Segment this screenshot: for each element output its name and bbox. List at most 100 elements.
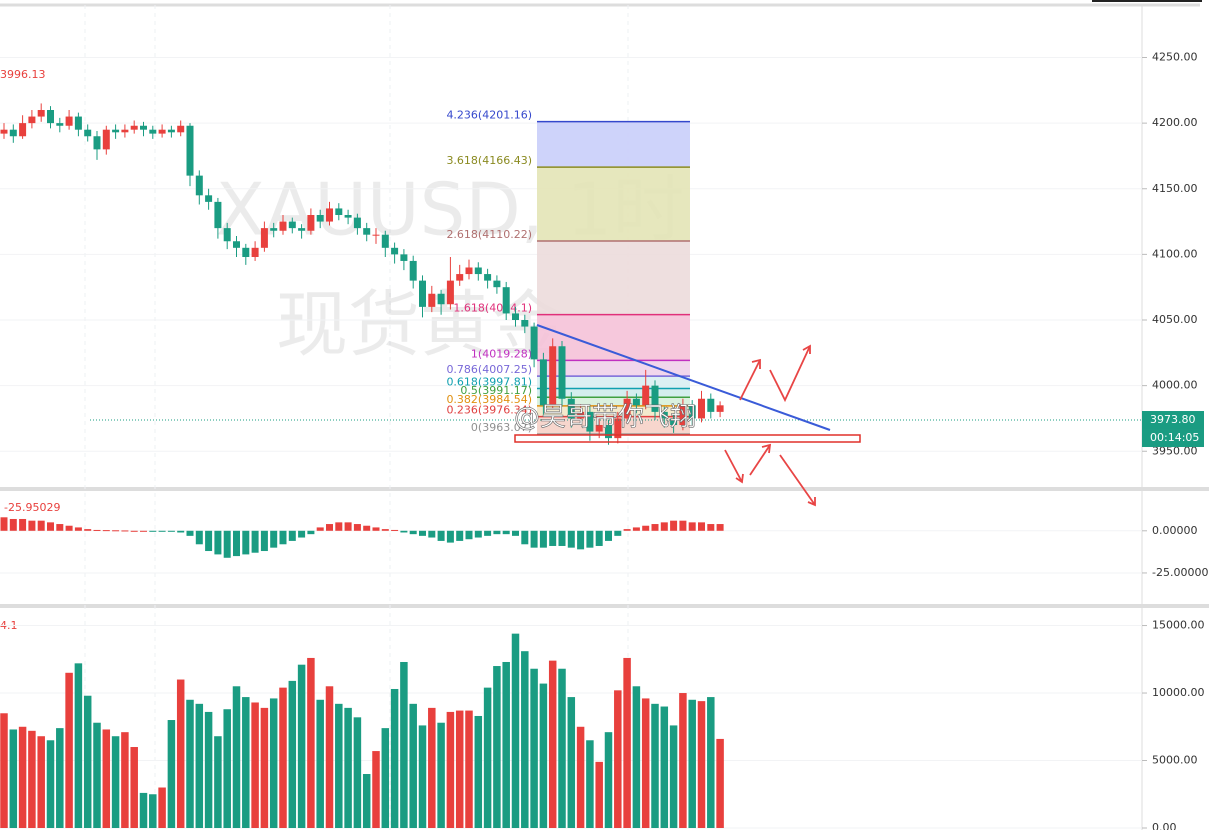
candle-body bbox=[456, 274, 464, 281]
fib-label: 0.786(4007.25) bbox=[446, 363, 532, 376]
plot: 4250.00 4200.00 4150.00 4100.00 4050.00 4000.… bbox=[0, 51, 1208, 830]
volume-bar bbox=[214, 736, 222, 828]
macd-bar bbox=[642, 525, 650, 531]
candle-body bbox=[493, 280, 501, 288]
macd-bar bbox=[391, 529, 399, 531]
volume-bar bbox=[688, 699, 696, 828]
macd-bar bbox=[428, 530, 436, 538]
volume-bar bbox=[37, 736, 45, 828]
macd-bar bbox=[9, 518, 17, 531]
volume-bar bbox=[195, 703, 204, 828]
candle-body bbox=[84, 129, 92, 137]
candle-body bbox=[251, 247, 259, 257]
macd-bar bbox=[698, 522, 705, 531]
fib-band bbox=[537, 360, 690, 377]
macd-bar bbox=[270, 530, 278, 548]
volume-bar bbox=[297, 664, 306, 828]
macd-bar bbox=[623, 529, 631, 531]
macd-bar bbox=[335, 522, 343, 531]
macd-bar bbox=[177, 530, 185, 533]
volume-bar bbox=[669, 725, 678, 828]
macd-bar bbox=[614, 530, 622, 536]
volume-bar bbox=[390, 688, 399, 828]
volume-bar bbox=[362, 774, 371, 828]
macd-bar bbox=[242, 530, 250, 555]
volume-bar bbox=[139, 792, 148, 828]
macd-bar bbox=[316, 527, 324, 531]
candle-body bbox=[214, 201, 222, 229]
countdown: 00:14:05 bbox=[1150, 431, 1199, 444]
candle-body bbox=[446, 280, 454, 305]
candle-body bbox=[484, 274, 492, 281]
macd-bar bbox=[437, 530, 445, 541]
macd-bar bbox=[521, 530, 529, 545]
y-tick-label: 4050.00 bbox=[1152, 313, 1198, 326]
countdown-tag bbox=[1142, 429, 1204, 448]
macd-bar bbox=[65, 525, 73, 531]
volume-bar bbox=[223, 709, 231, 828]
macd-bar bbox=[167, 530, 175, 532]
macd-bar bbox=[344, 522, 352, 531]
macd-bar bbox=[84, 529, 92, 531]
volume-bar bbox=[530, 668, 538, 828]
volume-bar bbox=[558, 668, 566, 828]
candle-body bbox=[707, 398, 715, 412]
macd-bar bbox=[158, 530, 166, 532]
candle-body bbox=[651, 385, 659, 412]
candle-body bbox=[353, 217, 361, 229]
macd-bar bbox=[484, 530, 492, 536]
macd-bar bbox=[400, 530, 408, 533]
macd-bar bbox=[195, 530, 203, 545]
candle-body bbox=[279, 221, 287, 231]
macd-bar bbox=[205, 530, 213, 552]
volume-bar bbox=[279, 687, 287, 828]
candle-body bbox=[595, 425, 603, 432]
volume-bar bbox=[83, 695, 92, 828]
arrow-head bbox=[751, 358, 761, 369]
candle-body bbox=[391, 247, 399, 255]
macd-bar bbox=[372, 527, 380, 531]
volume-bar bbox=[288, 680, 297, 828]
volume-bar bbox=[93, 722, 101, 828]
fib-label: 1.618(4054.1) bbox=[453, 302, 532, 315]
fib-band bbox=[537, 416, 690, 435]
price-header-value: 3996.13 bbox=[0, 68, 46, 81]
volume-bar bbox=[232, 686, 241, 828]
candle-body bbox=[28, 116, 36, 124]
candle-body bbox=[65, 116, 73, 126]
fib-label: 0(3963.07) bbox=[471, 421, 532, 434]
macd-bar bbox=[214, 530, 222, 555]
candle-body bbox=[372, 234, 380, 236]
fib-band bbox=[537, 240, 690, 315]
macd-bar bbox=[47, 522, 54, 531]
macd-bar bbox=[660, 522, 668, 531]
candle-body bbox=[335, 208, 343, 215]
macd-bar bbox=[493, 530, 501, 535]
candle-body bbox=[567, 398, 575, 419]
macd-bar bbox=[251, 530, 259, 553]
arrow-head bbox=[802, 344, 811, 354]
y-tick-label: 5000.00 bbox=[1152, 754, 1198, 767]
candle-body bbox=[539, 359, 547, 406]
candle-body bbox=[698, 398, 705, 419]
candle-body bbox=[177, 125, 185, 133]
macd-bar bbox=[632, 527, 640, 531]
candle-body bbox=[642, 385, 650, 406]
volume-bar bbox=[46, 740, 55, 828]
candle-body bbox=[112, 129, 120, 133]
volume-bar bbox=[335, 703, 343, 828]
macd-bar bbox=[121, 530, 129, 532]
arrow bbox=[739, 359, 761, 401]
volume-bar bbox=[586, 740, 594, 828]
y-tick-label: 3950.00 bbox=[1152, 444, 1198, 457]
fib-label: 1(4019.28) bbox=[471, 347, 532, 360]
y-tick-label: 4100.00 bbox=[1152, 247, 1198, 260]
volume-bar bbox=[502, 661, 510, 828]
macd-bar bbox=[577, 530, 585, 550]
volume-bar bbox=[679, 693, 687, 828]
trend-line bbox=[536, 324, 831, 431]
fib-band bbox=[537, 405, 690, 417]
y-tick-label: -25.00000 bbox=[1152, 566, 1208, 579]
candle-body bbox=[205, 195, 213, 202]
macd-bar bbox=[465, 530, 473, 540]
